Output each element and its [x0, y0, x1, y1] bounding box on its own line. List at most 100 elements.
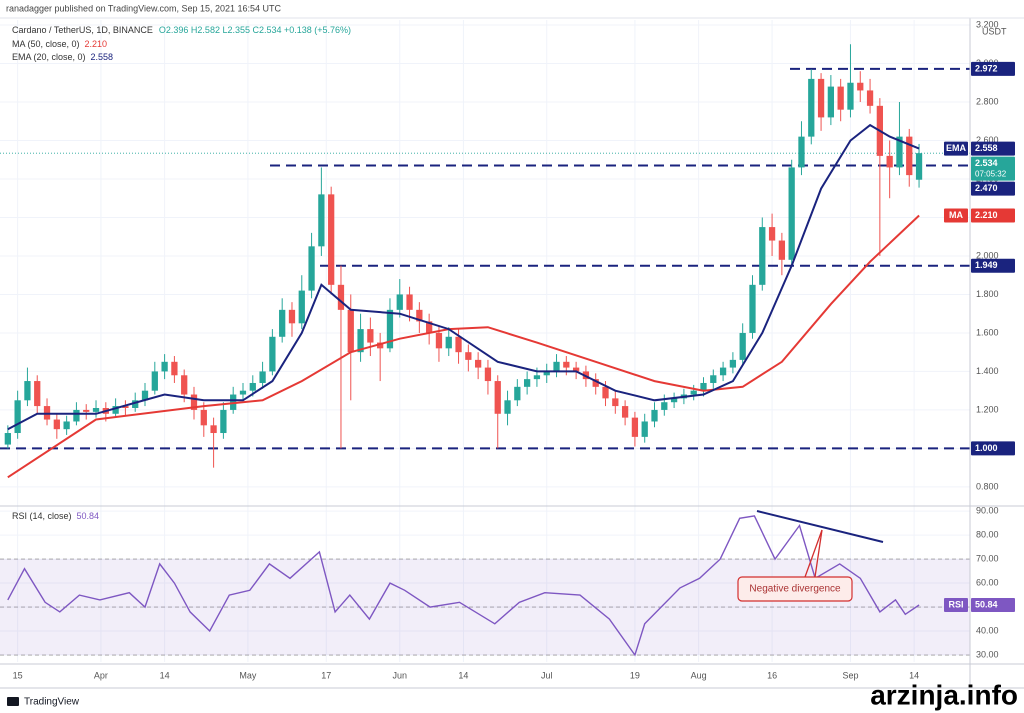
candle-body: [171, 361, 178, 376]
candle-body: [406, 294, 413, 310]
moving-average-line: [7, 214, 920, 479]
price-label-box: [971, 258, 1015, 273]
y-tick-label: 1.200: [976, 404, 999, 414]
candle-body: [886, 155, 893, 168]
candle-body: [621, 406, 629, 418]
series-tag: EMA: [946, 143, 967, 153]
x-tick-label: 14: [160, 670, 170, 680]
price-label: 2.210: [975, 210, 998, 220]
candle-body: [151, 371, 158, 391]
x-tick-label: 19: [630, 670, 640, 680]
series-tag-box: [944, 141, 968, 156]
x-tick-label: 16: [767, 670, 777, 680]
candle-body: [377, 342, 384, 349]
candle-body: [827, 86, 835, 118]
candle-body: [847, 82, 854, 110]
candle-body: [63, 421, 70, 430]
ma-legend: MA (50, close, 0) 2.210: [12, 39, 107, 49]
price-label: 1.949: [975, 260, 998, 270]
price-label: 2.534: [975, 158, 998, 168]
candle-body: [367, 329, 374, 343]
candle-body: [259, 371, 266, 383]
candle-body: [866, 90, 874, 106]
price-label-box: [971, 141, 1015, 156]
price-label-box: [971, 208, 1015, 223]
rsi-value-label: 50.84: [975, 599, 998, 609]
candle-body: [768, 227, 776, 241]
ema-legend: EMA (20, close, 0) 2.558: [12, 52, 113, 62]
ma-legend-value: 2.210: [85, 39, 108, 49]
x-tick-label: Jun: [392, 670, 407, 680]
symbol-title: Cardano / TetherUS, 1D, BINANCE: [12, 25, 153, 35]
candle-body: [396, 294, 403, 310]
candle-body: [690, 390, 697, 395]
candle-body: [279, 309, 286, 337]
candle-body: [563, 361, 570, 368]
candle-body: [426, 321, 433, 333]
candle-body: [73, 409, 80, 422]
annotation-box: [737, 576, 853, 602]
marks: [0, 44, 970, 657]
publisher: ranadagger published on TradingView.com,…: [6, 3, 282, 13]
price-label-box: [971, 156, 1015, 181]
candle-body: [739, 332, 746, 360]
candle-body: [92, 408, 100, 412]
candle-body: [24, 381, 31, 401]
candle-body: [661, 402, 668, 410]
candle-body: [759, 227, 766, 285]
y-tick-label: 2.600: [976, 135, 999, 145]
candle-body: [298, 290, 305, 324]
candle-body: [308, 246, 315, 291]
currency-label: USDT: [982, 26, 1007, 36]
price-label: 2.558: [975, 143, 998, 153]
candle-body: [53, 419, 60, 430]
y-tick-label: 2.000: [976, 250, 999, 260]
series-tag-box: [944, 208, 968, 223]
candle-body: [788, 167, 795, 260]
candle-body: [572, 367, 580, 372]
candle-body: [700, 382, 707, 391]
rsi-legend-value: 50.84: [77, 511, 100, 521]
logo-icon: [7, 697, 19, 706]
candle-body: [523, 379, 531, 387]
candle-body: [475, 359, 482, 368]
candle-body: [161, 361, 168, 372]
rsi-legend-name: RSI (14, close): [12, 511, 72, 521]
candle-body: [631, 417, 639, 437]
candle-body: [112, 406, 119, 414]
rsi-band: [0, 559, 970, 656]
y-tick-label: 1.400: [976, 366, 999, 376]
candle-body: [514, 386, 521, 401]
candle-body: [906, 136, 913, 176]
candle-body: [190, 394, 198, 410]
ohlc-legend: O2.396 H2.582 L2.355 C2.534 +0.138 (+5.7…: [159, 25, 351, 35]
candle-body: [181, 375, 188, 395]
candle-body: [132, 400, 139, 408]
candle-body: [455, 336, 462, 353]
price-label-box: [971, 61, 1015, 76]
candle-body: [798, 136, 805, 168]
rsi-value-box: [971, 598, 1015, 613]
annotation-arrow: [814, 529, 823, 578]
candle-body: [239, 390, 247, 395]
y-tick-label: 1.800: [976, 289, 999, 299]
divergence-line: [756, 510, 884, 543]
y-tick-label: 3.200: [976, 19, 999, 29]
candle-body: [817, 78, 825, 118]
candle-body: [533, 375, 541, 380]
rsi-tick-label: 90.00: [976, 505, 999, 515]
candle-body: [318, 194, 325, 247]
candle-body: [729, 359, 737, 368]
annotation-text: Negative divergence: [749, 584, 841, 595]
candle-body: [288, 309, 296, 324]
price-countdown: 07:05:32: [975, 170, 1007, 179]
candle-body: [543, 371, 550, 376]
x-tick-label: 17: [321, 670, 331, 680]
series-tag: MA: [949, 210, 963, 220]
candle-body: [386, 309, 394, 349]
candle-body: [337, 284, 345, 310]
candle-body: [808, 78, 815, 137]
ema-legend-name: EMA (20, close, 0): [12, 52, 86, 62]
